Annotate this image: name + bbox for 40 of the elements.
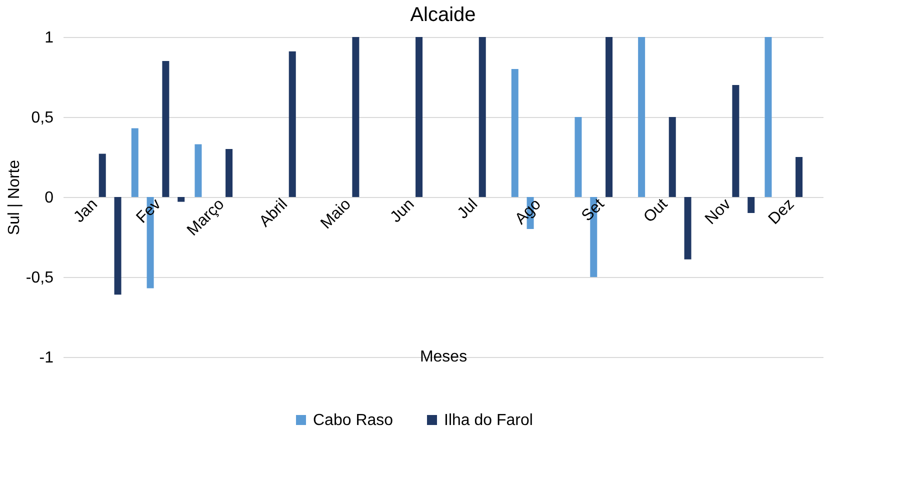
x-tick-label: Jul (454, 196, 482, 222)
x-tick-label: Dez (766, 196, 798, 228)
bar (226, 149, 233, 197)
bar (732, 85, 740, 197)
bar (764, 37, 772, 197)
legend-label: Cabo Raso (313, 412, 394, 429)
bar (574, 117, 582, 197)
bar (796, 157, 803, 197)
x-tick-label: Ago (512, 196, 544, 228)
x-tick-label: Set (578, 195, 608, 225)
bar (98, 154, 106, 197)
bar (748, 197, 755, 213)
bar (416, 37, 423, 197)
y-tick-label: 1 (44, 30, 54, 46)
bar (684, 197, 692, 260)
legend-label: Ilha do Farol (444, 412, 533, 429)
y-tick-label: 0,5 (31, 110, 54, 126)
y-tick-label: -0,5 (26, 270, 54, 286)
bar (352, 37, 360, 197)
bar (178, 197, 185, 202)
x-tick-label: Out (640, 195, 672, 226)
x-tick-label: Nov (702, 196, 734, 228)
x-axis-title: Meses (420, 348, 468, 366)
bar (668, 117, 676, 197)
y-tick-label: -1 (39, 350, 54, 366)
bar (114, 197, 122, 295)
chart-title: Alcaide (410, 4, 476, 26)
bar (511, 69, 518, 197)
bar (606, 37, 613, 197)
x-tick-label: Jun (387, 196, 418, 226)
bar (194, 144, 202, 197)
y-axis-title: Sul | Norte (6, 160, 23, 236)
x-tick-label: Jan (70, 196, 102, 226)
y-tick-label: 0 (44, 190, 54, 206)
bar (131, 128, 138, 197)
bar (638, 37, 646, 197)
x-tick-label: Fev (133, 196, 164, 227)
bar (288, 51, 296, 197)
bar (478, 37, 486, 197)
bar (162, 61, 170, 197)
